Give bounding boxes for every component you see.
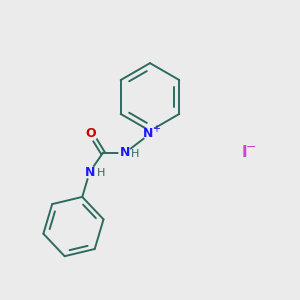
Text: H: H <box>130 149 139 159</box>
Text: H: H <box>97 168 105 178</box>
Circle shape <box>119 147 131 159</box>
Circle shape <box>143 127 157 140</box>
Text: −: − <box>245 141 256 154</box>
Circle shape <box>84 166 95 178</box>
Circle shape <box>85 127 98 140</box>
Text: N: N <box>85 166 95 178</box>
Text: I: I <box>242 146 247 160</box>
Text: +: + <box>152 124 160 134</box>
Text: O: O <box>86 127 96 140</box>
Text: N: N <box>143 127 154 140</box>
Text: N: N <box>120 146 130 159</box>
